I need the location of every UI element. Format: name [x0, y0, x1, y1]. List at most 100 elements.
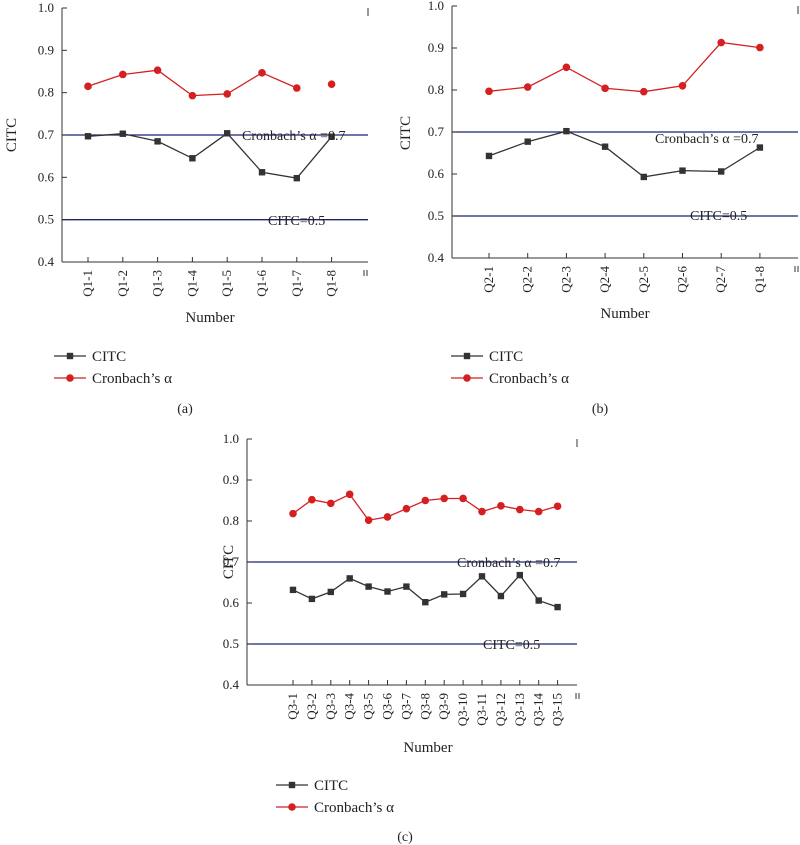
y-tick-label: 0.6	[38, 169, 55, 184]
chart-panel-1: 0.4 0.5 0.6 0.7 0.8 0.9 1.0 Q1-1 Q1-2 Q1-3 Q1-4 Q1-…	[4, 0, 369, 417]
cronbach-alpha-point	[402, 504, 411, 513]
cronbach-alpha-point	[223, 90, 231, 98]
x-tick-label: Q2-1	[481, 266, 496, 293]
x-tick-label: Q3-10	[455, 693, 470, 726]
x-tick-label: Q2-6	[675, 266, 690, 293]
y-tick-label: 0.6	[428, 166, 445, 181]
citc-point	[718, 168, 725, 175]
y-tick-label: 0.5	[223, 636, 239, 651]
cronbach-alpha-point	[459, 494, 467, 503]
y-tick-label: 1.0	[428, 0, 444, 13]
x-tick-label: Q3-14	[531, 693, 546, 727]
annotation-cronbach-threshold: Cronbach’s α =0.7	[242, 129, 346, 144]
cronbach-alpha-point	[523, 83, 532, 91]
y-tick-label: 0.9	[428, 40, 444, 55]
cronbach-alpha-point	[534, 507, 543, 516]
cronbach-alpha-point	[364, 516, 373, 524]
x-tick-label: Q3-8	[417, 693, 432, 720]
citc-point	[478, 573, 486, 580]
x-tick-label: Q3-15	[550, 693, 565, 726]
legend-cronbach-alpha-marker	[66, 374, 74, 382]
y-tick-label: 0.8	[223, 513, 239, 528]
citc-point	[346, 575, 353, 582]
cronbach-alpha-point	[756, 43, 764, 52]
x-tick-label: Q2-4	[597, 266, 612, 293]
cronbach-alpha-point	[327, 80, 336, 88]
y-tick-label: 0.6	[223, 595, 240, 610]
y-tick-label: 0.4	[38, 254, 55, 269]
citc-point	[258, 169, 266, 176]
x-tick-label: Q1-6	[254, 270, 269, 297]
cronbach-alpha-point	[562, 63, 571, 72]
citc-point	[524, 138, 531, 145]
x-tick-label: Q3-3	[323, 693, 338, 720]
cronbach-alpha-point	[188, 91, 197, 100]
y-tick-label: 0.8	[428, 82, 444, 97]
cronbach-alpha-point	[478, 507, 486, 516]
x-tick-label: Q2-5	[636, 266, 651, 293]
x-tick-label: Q1-5	[219, 270, 234, 297]
citc-point	[422, 598, 429, 606]
x-tick-label: Q3-13	[512, 693, 527, 726]
annotation-cronbach-threshold: Cronbach’s α =0.7	[655, 132, 759, 147]
cronbach-alpha-point	[421, 496, 430, 505]
citc-point	[328, 133, 335, 140]
legend-label: Cronbach’s α	[314, 800, 394, 816]
x-tick-label: Q3-2	[304, 693, 319, 720]
citc-point	[535, 597, 542, 604]
y-tick-label: 0.7	[223, 554, 240, 569]
legend-label: Cronbach’s α	[489, 371, 569, 387]
legend-citc-marker	[66, 352, 74, 360]
y-tick-label: 0.5	[38, 212, 54, 227]
y-tick-label: 1.0	[223, 431, 239, 446]
y-tick-label: 0.5	[428, 208, 444, 223]
cronbach-alpha-point	[485, 87, 493, 96]
x-tick-label: Q3-6	[380, 693, 395, 720]
citc-point	[563, 127, 570, 135]
cronbach-alpha-point	[383, 513, 392, 521]
legend-label: CITC	[314, 778, 348, 794]
annotation-citc-threshold: CITC=0.5	[690, 209, 747, 224]
annotation-citc-threshold: CITC=0.5	[268, 214, 325, 229]
citc-point	[459, 590, 467, 598]
citc-point	[441, 591, 448, 598]
x-axis-label: Number	[600, 306, 649, 322]
panel-label: (a)	[177, 402, 193, 417]
x-tick-label: Q3-5	[361, 693, 376, 720]
chart-panel-3: 0.4 0.5 0.6 0.7 0.8 0.9 1.0 Q3-1 Q3-2 Q3-3 Q3-4 Q3-…	[221, 431, 580, 845]
cronbach-alpha-point	[440, 494, 449, 503]
citc-point	[756, 144, 764, 151]
annotation-cronbach-threshold: Cronbach’s α =0.7	[457, 556, 561, 571]
citc-point	[289, 586, 297, 594]
annotation-citc-threshold: CITC=0.5	[483, 638, 540, 653]
x-tick-label: Q3-11	[474, 693, 489, 726]
legend: CITC Cronbach’s α	[276, 778, 394, 816]
legend-cronbach-alpha-marker	[288, 803, 296, 811]
legend-citc-marker	[288, 781, 296, 789]
cronbach-alpha-point	[516, 505, 524, 514]
citc-point	[679, 167, 686, 174]
citc-point	[516, 571, 523, 579]
y-tick-label: 0.4	[223, 677, 240, 692]
cronbach-alpha-point	[497, 502, 505, 510]
y-tick-label: 0.9	[38, 42, 54, 57]
chart-panel-2: 0.4 0.5 0.6 0.7 0.8 0.9 1.0 Q2-1 Q2-2 Q2-3 Q2-4 Q2-…	[398, 0, 799, 417]
y-tick-label: 0.7	[38, 127, 55, 142]
citc-point	[403, 583, 410, 590]
cronbach-alpha-point	[289, 509, 297, 518]
x-tick-label: Q3-7	[398, 693, 413, 720]
y-tick-label: 0.9	[223, 472, 239, 487]
x-tick-label: Q3-1	[285, 693, 300, 720]
citc-point	[485, 152, 493, 160]
x-tick-label: Q2-3	[558, 266, 573, 293]
citc-point	[601, 143, 609, 150]
cronbach-alpha-point	[678, 82, 687, 90]
cronbach-alpha-point	[293, 84, 301, 92]
series-line-citc	[488, 130, 761, 178]
citc-point	[154, 138, 161, 145]
cronbach-alpha-point	[717, 38, 725, 47]
citc-point	[327, 588, 334, 596]
y-axis-label: CITC	[221, 545, 237, 579]
y-tick-label: 0.7	[428, 124, 445, 139]
